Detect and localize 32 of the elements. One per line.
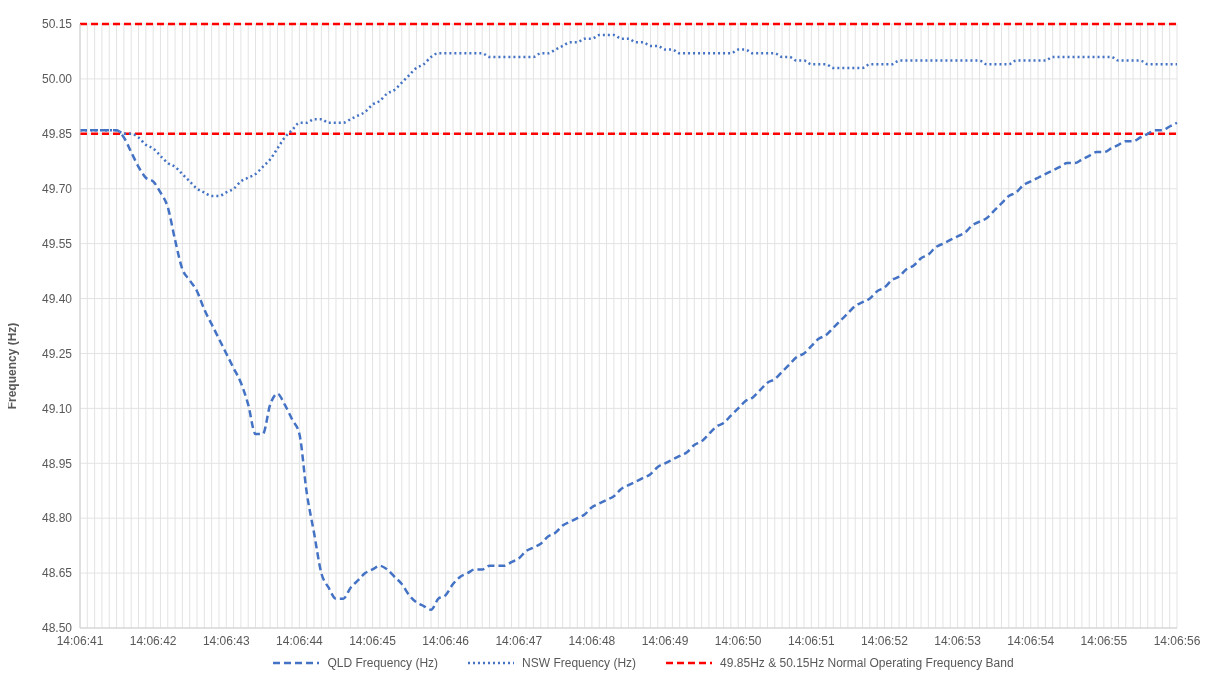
y-tick-label: 48.80 xyxy=(41,511,73,526)
x-tick-label: 14:06:54 xyxy=(1007,633,1055,648)
y-tick-label: 49.40 xyxy=(41,291,73,306)
legend-label: NSW Frequency (Hz) xyxy=(522,656,637,670)
y-tick-label: 49.10 xyxy=(41,401,73,416)
x-tick-label: 14:06:41 xyxy=(56,633,104,648)
x-tick-label: 14:06:56 xyxy=(1153,633,1201,648)
x-tick-label: 14:06:55 xyxy=(1080,633,1128,648)
x-tick-label: 14:06:43 xyxy=(202,633,250,648)
y-tick-label: 48.50 xyxy=(41,621,73,636)
x-tick-label: 14:06:46 xyxy=(422,633,470,648)
x-tick-label: 14:06:49 xyxy=(641,633,689,648)
x-tick-label: 14:06:44 xyxy=(276,633,324,648)
x-tick-label: 14:06:53 xyxy=(934,633,982,648)
legend-label: 49.85Hz & 50.15Hz Normal Operating Frequency Band xyxy=(720,656,1014,670)
x-tick-label: 14:06:42 xyxy=(129,633,177,648)
x-tick-label: 14:06:47 xyxy=(495,633,543,648)
x-tick-label: 14:06:45 xyxy=(349,633,397,648)
x-tick-label: 14:06:51 xyxy=(787,633,836,648)
x-tick-label: 14:06:52 xyxy=(861,633,909,648)
y-tick-label: 48.65 xyxy=(41,566,73,581)
y-tick-label: 49.55 xyxy=(41,236,73,251)
x-tick-label: 14:06:48 xyxy=(568,633,616,648)
y-tick-label: 50.00 xyxy=(41,72,73,87)
legend-label: QLD Frequency (Hz) xyxy=(327,656,439,670)
y-axis-title: Frequency (Hz) xyxy=(5,322,20,410)
x-tick-label: 14:06:50 xyxy=(714,633,762,648)
y-tick-label: 48.95 xyxy=(41,456,73,471)
y-tick-label: 49.70 xyxy=(41,181,73,196)
y-tick-label: 50.15 xyxy=(41,17,73,32)
y-tick-label: 49.25 xyxy=(41,346,73,361)
y-tick-label: 49.85 xyxy=(41,127,73,142)
